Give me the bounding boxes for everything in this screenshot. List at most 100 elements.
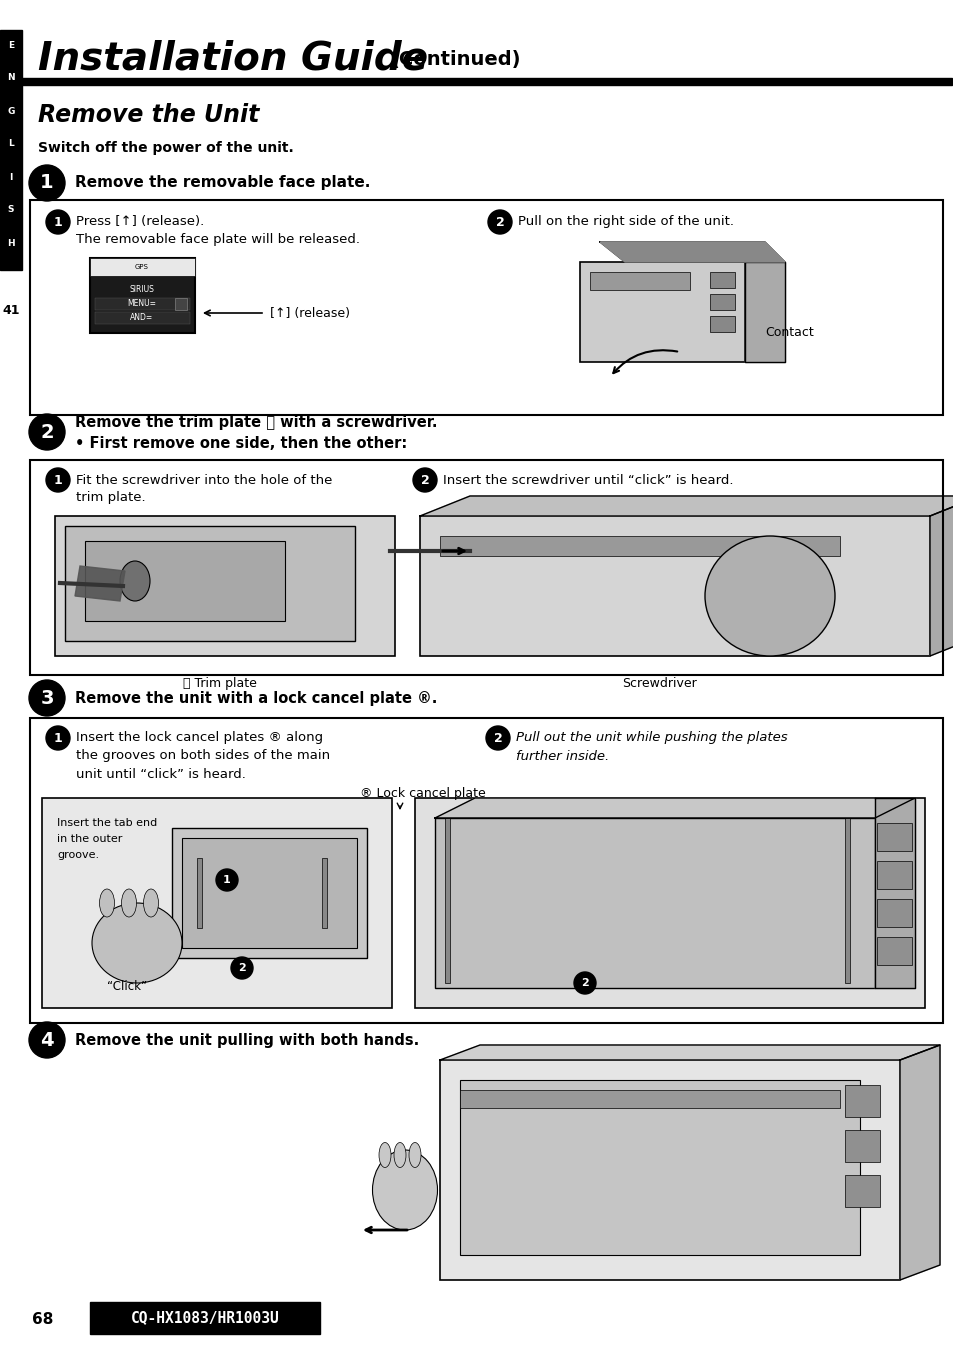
Text: Insert the screwdriver until “click” is heard.: Insert the screwdriver until “click” is … <box>442 473 733 487</box>
Text: Installation Guide: Installation Guide <box>38 39 428 77</box>
Text: S: S <box>8 206 14 214</box>
Text: 1: 1 <box>53 215 62 229</box>
Bar <box>444 818 450 983</box>
Circle shape <box>574 972 596 994</box>
Polygon shape <box>874 798 914 989</box>
Bar <box>415 798 924 1007</box>
Ellipse shape <box>120 561 150 601</box>
Polygon shape <box>439 1045 939 1060</box>
Text: “Click”: “Click” <box>107 981 147 993</box>
Text: E: E <box>8 40 14 50</box>
Text: Switch off the power of the unit.: Switch off the power of the unit. <box>38 141 294 155</box>
Text: the grooves on both sides of the main: the grooves on both sides of the main <box>76 749 330 763</box>
Bar <box>90 1302 319 1334</box>
Text: AND=: AND= <box>131 313 153 323</box>
Text: Press [↑] (release).: Press [↑] (release). <box>76 215 204 229</box>
Circle shape <box>29 165 65 200</box>
Circle shape <box>46 210 70 234</box>
Bar <box>90 258 194 276</box>
Bar <box>844 1130 879 1162</box>
Text: 68: 68 <box>32 1313 53 1328</box>
Bar <box>876 937 911 964</box>
Text: [↑] (release): [↑] (release) <box>270 307 350 320</box>
Ellipse shape <box>704 537 834 656</box>
Bar <box>42 798 392 1007</box>
Text: Insert the tab end: Insert the tab end <box>57 818 157 829</box>
Bar <box>709 272 734 288</box>
Ellipse shape <box>372 1150 437 1229</box>
Text: 2: 2 <box>40 422 53 441</box>
Polygon shape <box>75 566 125 601</box>
Bar <box>322 858 327 928</box>
Bar <box>876 823 911 851</box>
Bar <box>172 829 367 958</box>
Circle shape <box>231 958 253 979</box>
Bar <box>196 858 202 928</box>
Circle shape <box>485 726 510 751</box>
Bar <box>439 1060 899 1280</box>
Text: 2: 2 <box>580 978 588 989</box>
Text: H: H <box>8 238 15 247</box>
Text: N: N <box>8 74 15 82</box>
Text: Contact: Contact <box>764 325 813 339</box>
Text: MENU=: MENU= <box>128 300 156 308</box>
Polygon shape <box>435 798 914 818</box>
Polygon shape <box>419 496 953 516</box>
Text: The removable face plate will be released.: The removable face plate will be release… <box>76 234 359 246</box>
Bar <box>30 718 942 1024</box>
Bar <box>709 316 734 332</box>
Text: 4: 4 <box>40 1030 53 1049</box>
Text: 1: 1 <box>53 473 62 487</box>
Bar <box>876 861 911 889</box>
Text: L: L <box>9 140 14 148</box>
Bar <box>182 838 356 948</box>
Ellipse shape <box>143 889 158 917</box>
Ellipse shape <box>394 1142 406 1167</box>
Polygon shape <box>899 1045 939 1280</box>
Bar <box>419 516 929 656</box>
Text: Fit the screwdriver into the hole of the: Fit the screwdriver into the hole of the <box>76 473 332 487</box>
Text: Pull out the unit while pushing the plates: Pull out the unit while pushing the plat… <box>516 732 787 745</box>
Text: GPS: GPS <box>135 264 149 270</box>
Text: Remove the removable face plate.: Remove the removable face plate. <box>75 175 370 191</box>
Ellipse shape <box>91 902 182 983</box>
Text: 41: 41 <box>2 304 20 316</box>
Circle shape <box>413 468 436 492</box>
Bar <box>589 272 689 291</box>
Circle shape <box>29 414 65 451</box>
Text: 2: 2 <box>420 473 429 487</box>
Bar <box>709 295 734 309</box>
Text: SIRIUS: SIRIUS <box>130 285 154 295</box>
Bar <box>439 537 840 555</box>
Bar <box>22 78 951 85</box>
Text: Remove the trim plate ⓘ with a screwdriver.: Remove the trim plate ⓘ with a screwdriv… <box>75 414 437 429</box>
Bar <box>844 818 849 983</box>
Text: in the outer: in the outer <box>57 834 122 845</box>
Bar <box>0 30 22 270</box>
Text: 2: 2 <box>238 963 246 972</box>
Text: Remove the unit pulling with both hands.: Remove the unit pulling with both hands. <box>75 1033 418 1048</box>
Bar <box>459 1080 859 1255</box>
Circle shape <box>29 681 65 716</box>
Bar <box>55 516 395 656</box>
Text: • First remove one side, then the other:: • First remove one side, then the other: <box>75 437 407 452</box>
Bar <box>30 460 942 675</box>
Circle shape <box>215 869 237 890</box>
Text: trim plate.: trim plate. <box>76 491 146 504</box>
Bar <box>876 898 911 927</box>
Bar <box>95 312 190 324</box>
Text: Screwdriver: Screwdriver <box>622 677 697 690</box>
Polygon shape <box>599 242 784 262</box>
Text: further inside.: further inside. <box>516 749 609 763</box>
Bar <box>65 526 355 642</box>
Text: (Continued): (Continued) <box>390 51 520 70</box>
Bar <box>95 299 190 309</box>
Text: Remove the unit with a lock cancel plate ®.: Remove the unit with a lock cancel plate… <box>75 690 436 706</box>
Bar <box>30 200 942 416</box>
Polygon shape <box>744 262 784 362</box>
Bar <box>844 1085 879 1116</box>
Text: Remove the Unit: Remove the Unit <box>38 104 259 126</box>
Bar <box>85 541 285 621</box>
Text: ⓘ Trim plate: ⓘ Trim plate <box>183 677 256 690</box>
Text: groove.: groove. <box>57 850 99 859</box>
